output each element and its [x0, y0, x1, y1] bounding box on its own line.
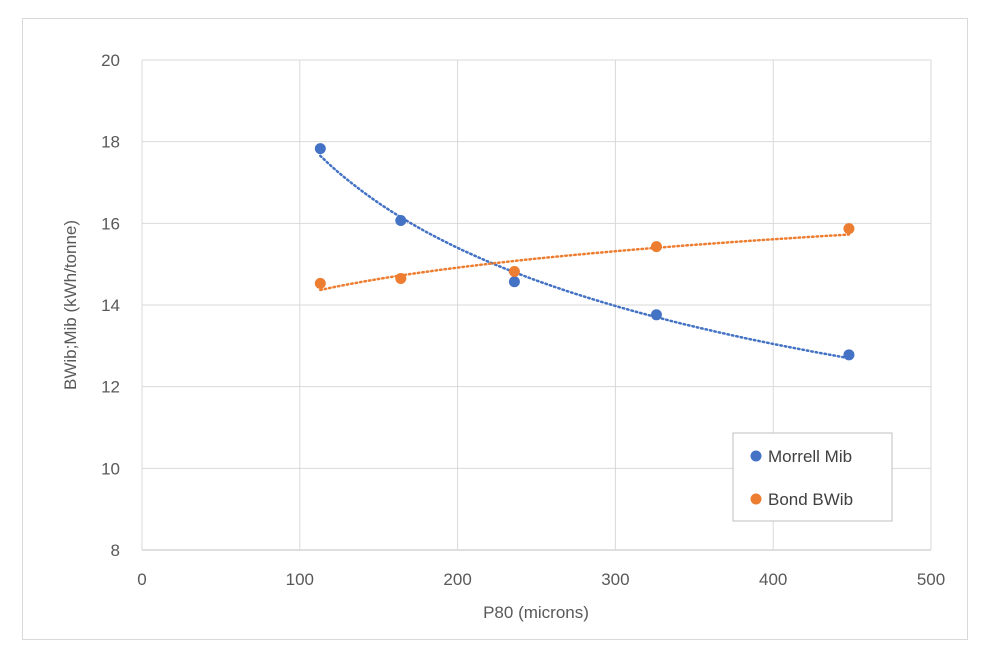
legend: Morrell Mib Bond BWib: [732, 432, 893, 522]
data-point-bond-bwib: [650, 241, 662, 253]
data-point-morrell-mib: [314, 143, 326, 155]
data-point-morrell-mib: [843, 349, 855, 361]
x-axis-title: P80 (microns): [483, 603, 589, 622]
trendline-morrell-mib: [319, 154, 851, 360]
data-point-bond-bwib: [508, 266, 520, 278]
legend-box: [732, 432, 893, 522]
y-tick-label: 10: [101, 459, 120, 478]
data-points: [314, 143, 855, 361]
legend-marker-morrell-mib: [750, 450, 762, 462]
x-tick-label: 300: [601, 570, 629, 589]
data-point-morrell-mib: [508, 276, 520, 288]
y-tick-label: 12: [101, 378, 120, 397]
x-tick-label: 500: [917, 570, 945, 589]
x-tick-label: 100: [286, 570, 314, 589]
y-tick-label: 20: [101, 51, 120, 70]
data-point-bond-bwib: [314, 277, 326, 289]
legend-label-morrell-mib: Morrell Mib: [768, 447, 852, 466]
legend-marker-bond-bwib: [750, 493, 762, 505]
y-tick-label: 18: [101, 133, 120, 152]
data-point-morrell-mib: [395, 214, 407, 226]
legend-label-bond-bwib: Bond BWib: [768, 490, 853, 509]
x-tick-label: 200: [443, 570, 471, 589]
y-tick-label: 16: [101, 214, 120, 233]
data-point-morrell-mib: [650, 309, 662, 321]
trendlines: [319, 154, 851, 360]
x-tick-label: 0: [137, 570, 146, 589]
gridlines: [141, 59, 932, 551]
y-tick-label: 8: [111, 541, 120, 560]
chart-area: [22, 18, 968, 640]
x-tick-label: 400: [759, 570, 787, 589]
trendline-bond-bwib: [319, 233, 851, 292]
data-point-bond-bwib: [843, 223, 855, 235]
y-axis-title: BWib;Mib (kWh/tonne): [61, 220, 80, 390]
y-tick-label: 14: [101, 296, 120, 315]
data-point-bond-bwib: [395, 272, 407, 284]
